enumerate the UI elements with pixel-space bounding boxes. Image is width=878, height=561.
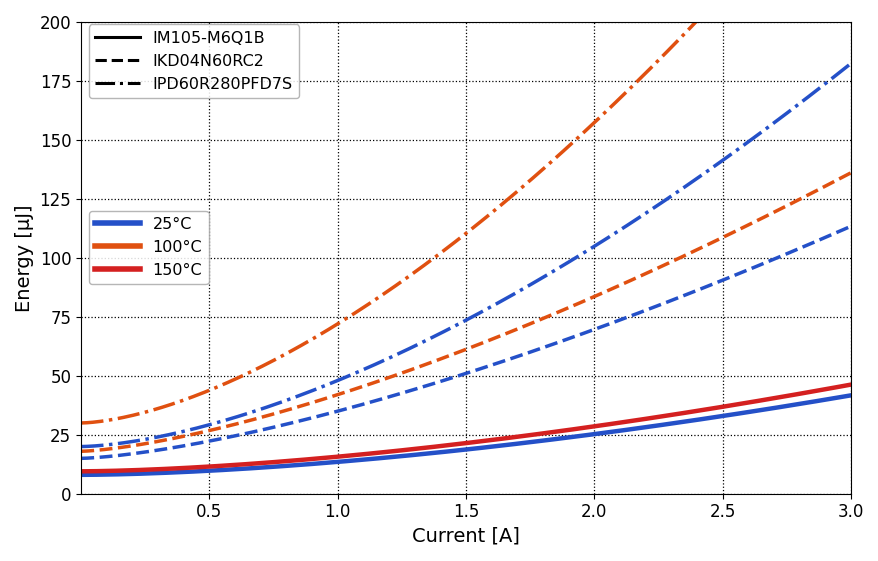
- X-axis label: Current [A]: Current [A]: [412, 527, 519, 546]
- Y-axis label: Energy [μJ]: Energy [μJ]: [15, 204, 34, 311]
- Legend: 25°C, 100°C, 150°C: 25°C, 100°C, 150°C: [89, 211, 208, 284]
